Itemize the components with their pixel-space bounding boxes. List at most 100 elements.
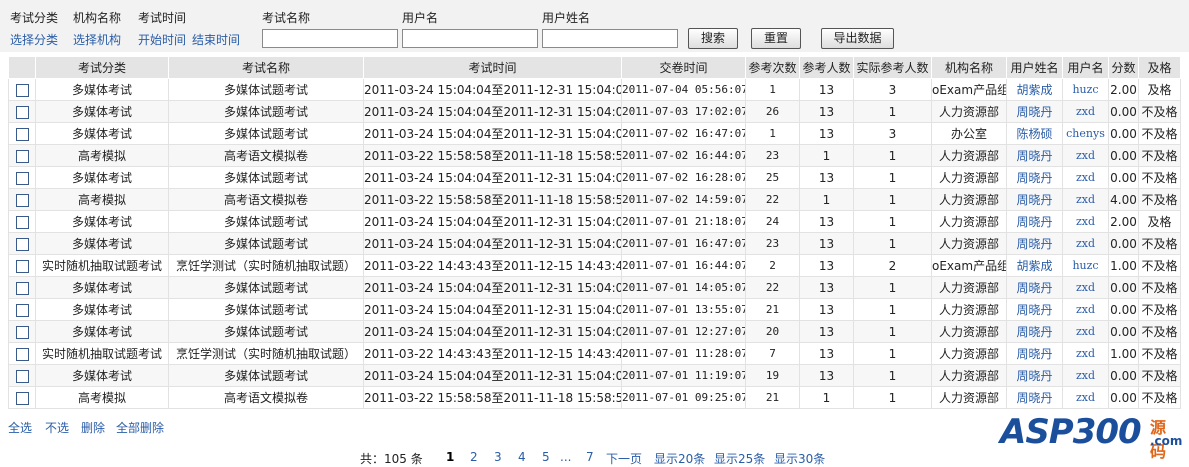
row-checkbox[interactable] bbox=[15, 391, 29, 405]
table-cell[interactable]: zxd bbox=[1062, 320, 1109, 343]
table-cell: 7 bbox=[745, 342, 800, 365]
table-cell[interactable]: 周晓丹 bbox=[1006, 320, 1063, 343]
table-cell[interactable]: 胡紫成 bbox=[1006, 254, 1063, 277]
row-checkbox[interactable] bbox=[15, 237, 29, 251]
row-checkbox[interactable] bbox=[15, 83, 29, 97]
page-link[interactable]: 7 bbox=[586, 450, 594, 464]
search-button[interactable]: 搜索 bbox=[688, 28, 738, 49]
table-cell: 人力资源部 bbox=[931, 298, 1007, 321]
table-cell: 2011-03-24 15:04:04至2011-12-31 15:04:04 bbox=[363, 298, 622, 321]
table-cell[interactable]: zxd bbox=[1062, 144, 1109, 167]
checkbox-cell bbox=[8, 276, 36, 299]
table-cell[interactable]: 周晓丹 bbox=[1006, 364, 1063, 387]
row-checkbox[interactable] bbox=[15, 303, 29, 317]
table-cell: 多媒体试题考试 bbox=[168, 122, 364, 145]
table-cell: 2.00 bbox=[1108, 210, 1139, 233]
table-cell[interactable]: 周晓丹 bbox=[1006, 166, 1063, 189]
next-page[interactable]: 下一页 bbox=[606, 452, 643, 466]
table-cell[interactable]: 周晓丹 bbox=[1006, 144, 1063, 167]
table-cell: 2011-07-02 16:47:07 bbox=[621, 122, 746, 145]
table-row: 高考模拟 高考语文模拟卷 2011-03-22 15:58:58至2011-11-1… bbox=[8, 144, 1181, 167]
table-cell: 2011-03-22 15:58:58至2011-11-18 15:58:58 bbox=[363, 188, 622, 211]
table-cell: 高考模拟 bbox=[35, 144, 169, 167]
page-size-link[interactable]: 显示20条 bbox=[654, 452, 706, 466]
table-cell: 多媒体试题考试 bbox=[168, 298, 364, 321]
row-checkbox[interactable] bbox=[15, 105, 29, 119]
table-cell: 实时随机抽取试题考试 bbox=[35, 342, 169, 365]
checkbox-cell bbox=[8, 166, 36, 189]
table-cell: 13 bbox=[799, 364, 854, 387]
filter-link[interactable]: 结束时间 bbox=[192, 33, 241, 47]
action-link[interactable]: 全选 bbox=[8, 421, 33, 435]
reset-button[interactable]: 重置 bbox=[751, 28, 801, 49]
table-cell: 1 bbox=[799, 386, 854, 409]
table-cell: 1 bbox=[853, 166, 932, 189]
exam-name-input[interactable] bbox=[262, 29, 398, 48]
table-cell: 2011-07-01 16:44:07 bbox=[621, 254, 746, 277]
table-cell[interactable]: zxd bbox=[1062, 364, 1109, 387]
table-cell: 1 bbox=[853, 188, 932, 211]
table-cell[interactable]: huzc bbox=[1062, 78, 1109, 101]
table-cell[interactable]: 周晓丹 bbox=[1006, 342, 1063, 365]
page-link[interactable]: 5 bbox=[542, 450, 550, 464]
table-cell: 2 bbox=[745, 254, 800, 277]
table-cell: 多媒体试题考试 bbox=[168, 78, 364, 101]
table-cell: 不及格 bbox=[1138, 386, 1181, 409]
row-checkbox[interactable] bbox=[15, 193, 29, 207]
table-cell[interactable]: 周晓丹 bbox=[1006, 210, 1063, 233]
table-cell[interactable]: 周晓丹 bbox=[1006, 188, 1063, 211]
row-checkbox[interactable] bbox=[15, 215, 29, 229]
table-cell[interactable]: zxd bbox=[1062, 210, 1109, 233]
table-cell: 2011-07-01 16:47:07 bbox=[621, 232, 746, 255]
table-cell: 3 bbox=[853, 78, 932, 101]
table-row: 多媒体考试 多媒体试题考试 2011-03-24 15:04:04至2011-12-… bbox=[8, 276, 1181, 299]
table-cell[interactable]: zxd bbox=[1062, 188, 1109, 211]
table-cell[interactable]: chenys bbox=[1062, 122, 1109, 145]
table-cell[interactable]: zxd bbox=[1062, 386, 1109, 409]
table-cell[interactable]: huzc bbox=[1062, 254, 1109, 277]
table-cell: 不及格 bbox=[1138, 144, 1181, 167]
table-cell[interactable]: zxd bbox=[1062, 342, 1109, 365]
real-name-input[interactable] bbox=[542, 29, 678, 48]
page-size-link[interactable]: 显示25条 bbox=[714, 452, 766, 466]
table-cell[interactable]: 周晓丹 bbox=[1006, 232, 1063, 255]
action-link[interactable]: 不选 bbox=[45, 421, 70, 435]
table-cell[interactable]: zxd bbox=[1062, 298, 1109, 321]
table-row: 实时随机抽取试题考试 烹饪学测试（实时随机抽取试题） 2011-03-22 14:4… bbox=[8, 254, 1181, 277]
table-cell[interactable]: zxd bbox=[1062, 166, 1109, 189]
table-cell: 高考语文模拟卷 bbox=[168, 144, 364, 167]
row-checkbox[interactable] bbox=[15, 259, 29, 273]
row-checkbox[interactable] bbox=[15, 369, 29, 383]
filter-link[interactable]: 选择分类 bbox=[10, 33, 59, 47]
row-checkbox[interactable] bbox=[15, 347, 29, 361]
table-cell: 烹饪学测试（实时随机抽取试题） bbox=[168, 342, 364, 365]
table-cell: 13 bbox=[799, 276, 854, 299]
table-cell[interactable]: zxd bbox=[1062, 232, 1109, 255]
table-cell: 2011-07-01 13:55:07 bbox=[621, 298, 746, 321]
table-cell[interactable]: zxd bbox=[1062, 100, 1109, 123]
table-cell[interactable]: 周晓丹 bbox=[1006, 100, 1063, 123]
row-checkbox[interactable] bbox=[15, 127, 29, 141]
row-checkbox[interactable] bbox=[15, 325, 29, 339]
row-checkbox[interactable] bbox=[15, 171, 29, 185]
export-button[interactable]: 导出数据 bbox=[821, 28, 894, 49]
table-cell[interactable]: 周晓丹 bbox=[1006, 298, 1063, 321]
action-link[interactable]: 删除 bbox=[81, 421, 106, 435]
table-cell[interactable]: 周晓丹 bbox=[1006, 386, 1063, 409]
row-checkbox[interactable] bbox=[15, 149, 29, 163]
page-size-link[interactable]: 显示30条 bbox=[774, 452, 826, 466]
table-cell[interactable]: 周晓丹 bbox=[1006, 276, 1063, 299]
action-link[interactable]: 全部删除 bbox=[116, 421, 165, 435]
page-link[interactable]: 4 bbox=[518, 450, 526, 464]
username-input[interactable] bbox=[402, 29, 538, 48]
filter-link[interactable]: 选择机构 bbox=[73, 33, 122, 47]
page-link[interactable]: 2 bbox=[470, 450, 478, 464]
table-cell[interactable]: zxd bbox=[1062, 276, 1109, 299]
filter-link[interactable]: 开始时间 bbox=[138, 33, 187, 47]
table-cell[interactable]: 陈杨硕 bbox=[1006, 122, 1063, 145]
row-checkbox[interactable] bbox=[15, 281, 29, 295]
table-cell[interactable]: 胡紫成 bbox=[1006, 78, 1063, 101]
page-link[interactable]: 3 bbox=[494, 450, 502, 464]
header-cell: 及格 bbox=[1138, 56, 1181, 79]
checkbox-cell bbox=[8, 232, 36, 255]
